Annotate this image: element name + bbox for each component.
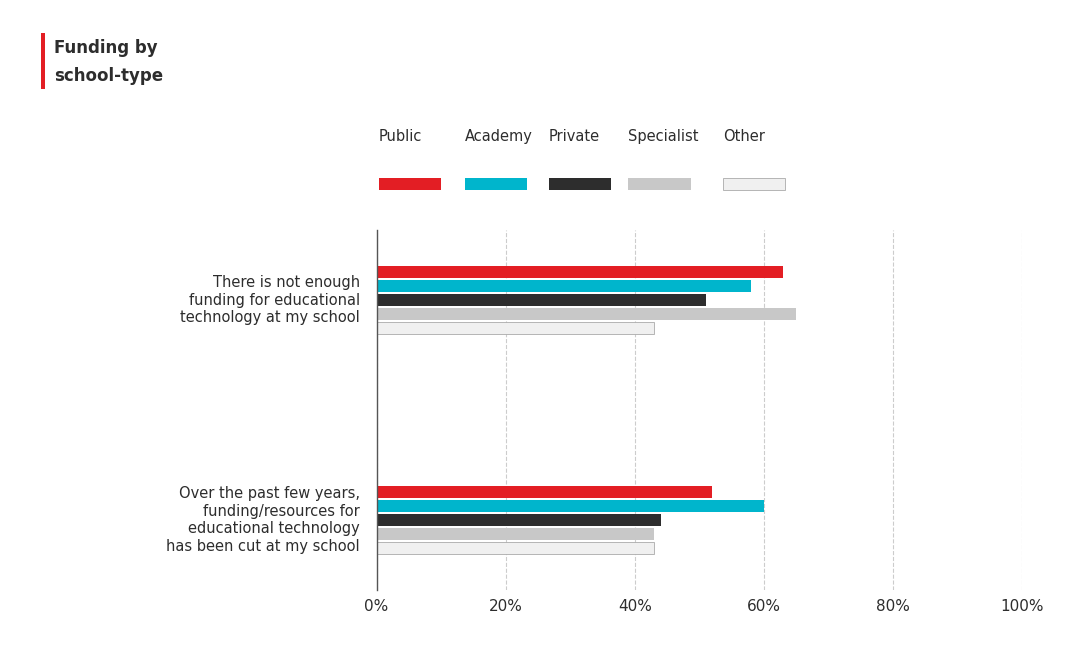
Bar [377, 486, 712, 499]
Bar [377, 528, 654, 540]
Text: Private: Private [549, 129, 600, 144]
Text: school-type: school-type [54, 67, 162, 85]
Text: Specialist: Specialist [628, 129, 699, 144]
Text: Funding by: Funding by [54, 39, 157, 57]
Bar [377, 542, 654, 554]
Bar [377, 266, 783, 278]
Text: Other: Other [723, 129, 765, 144]
Bar [377, 294, 706, 306]
Bar [377, 280, 751, 292]
Text: Public: Public [379, 129, 422, 144]
Text: Academy: Academy [465, 129, 533, 144]
Bar [377, 514, 661, 526]
Bar [377, 308, 796, 320]
Bar [377, 321, 654, 334]
Bar [377, 500, 764, 512]
